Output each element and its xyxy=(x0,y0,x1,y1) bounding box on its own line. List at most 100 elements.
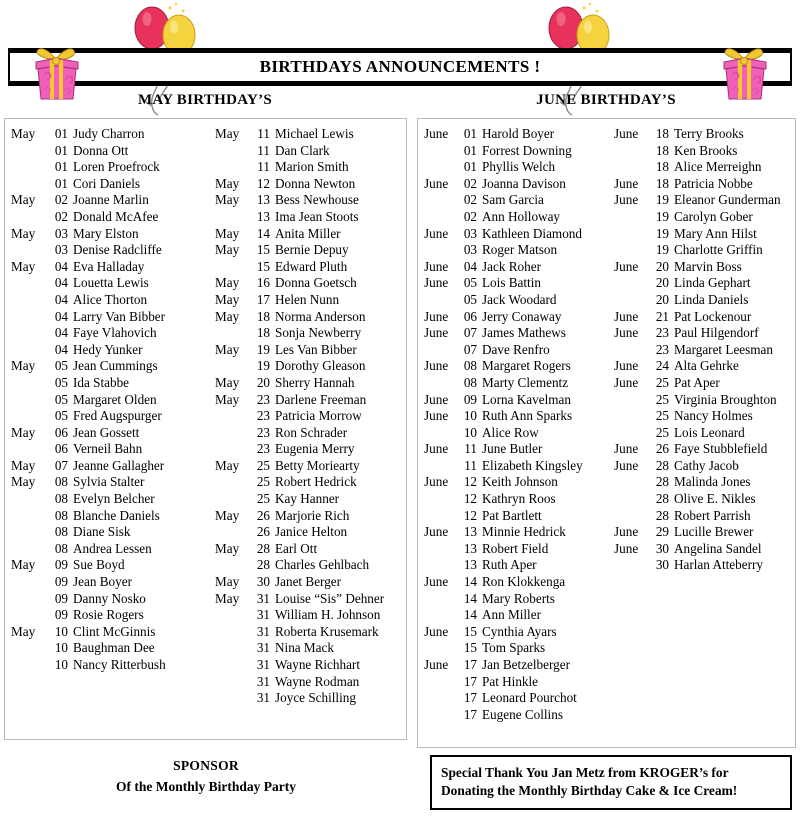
birthday-entry: June 02 Joanna Davison xyxy=(418,176,610,193)
entry-person-name: Jeanne Gallagher xyxy=(73,457,165,473)
sponsor-block: SPONSOR Of the Monthly Birthday Party xyxy=(30,758,382,795)
entry-day: 11 xyxy=(464,441,477,457)
birthday-entry: 18 Alice Merreighn xyxy=(610,159,795,176)
entry-day: 29 xyxy=(655,524,669,540)
entry-day: 11 xyxy=(257,126,270,141)
entry-person-name: June Butler xyxy=(482,441,543,457)
entry-month: May xyxy=(215,308,240,324)
entry-person-name: Dave Renfro xyxy=(482,341,550,357)
entry-person-name: Mary Roberts xyxy=(482,590,555,606)
birthday-entry: 04 Louetta Lewis xyxy=(5,275,207,292)
birthday-entry: 30 Harlan Atteberry xyxy=(610,557,795,574)
entry-day: 10 xyxy=(54,640,68,656)
entry-day: 04 xyxy=(54,291,68,307)
may-column-2: May 11 Michael Lewis 11 Dan Clark 11 Marion Sm… xyxy=(207,126,406,707)
birthday-entry: May 16 Donna Goetsch xyxy=(207,275,406,292)
entry-month: May xyxy=(11,623,36,639)
birthday-entry: May 15 Bernie Depuy xyxy=(207,242,406,259)
entry-day: 31 xyxy=(256,590,270,606)
birthday-entry: 12 Kathryn Roos xyxy=(418,491,610,508)
page-header: BIRTHDAYS ANNOUNCEMENTS ! xyxy=(0,0,800,118)
entry-person-name: James Mathews xyxy=(482,325,566,341)
entry-day: 31 xyxy=(256,657,270,672)
entry-person-name: Eugene Collins xyxy=(482,706,563,722)
birthday-entry: May 30 Janet Berger xyxy=(207,574,406,591)
birthday-entry: 31 Wayne Rodman xyxy=(207,674,406,691)
entry-person-name: Betty Moriearty xyxy=(275,457,360,473)
birthday-entry: 05 Jack Woodard xyxy=(418,292,610,309)
entry-month: June xyxy=(614,441,639,457)
birthday-entry: May 11 Michael Lewis xyxy=(207,126,406,143)
entry-month: May xyxy=(215,291,240,307)
entry-person-name: Louise “Sis” Dehner xyxy=(275,590,385,606)
entry-day: 10 xyxy=(463,408,477,424)
entry-person-name: Jean Gossett xyxy=(73,424,140,440)
entry-month: May xyxy=(11,457,36,473)
entry-person-name: Carolyn Gober xyxy=(674,208,753,224)
entry-month: June xyxy=(424,126,449,141)
entry-month: June xyxy=(424,408,449,424)
entry-day: 05 xyxy=(54,391,68,407)
birthday-entry: 28 Olive E. Nikles xyxy=(610,491,795,508)
entry-day: 25 xyxy=(655,424,669,440)
entry-day: 10 xyxy=(54,657,68,672)
entry-month: May xyxy=(11,358,36,374)
birthday-entry: May 07 Jeanne Gallagher xyxy=(5,458,207,475)
entry-day: 30 xyxy=(256,574,270,590)
entry-day: 20 xyxy=(655,291,669,307)
birthday-entry: June 06 Jerry Conaway xyxy=(418,309,610,326)
birthday-entry: June 09 Lorna Kavelman xyxy=(418,392,610,409)
entry-day: 04 xyxy=(54,325,68,341)
entry-person-name: Jan Betzelberger xyxy=(482,657,570,672)
entry-person-name: William H. Johnson xyxy=(275,607,381,623)
entry-person-name: Ida Stabbe xyxy=(73,374,130,390)
entry-month: June xyxy=(614,308,639,324)
entry-day: 08 xyxy=(54,540,68,556)
entry-person-name: Clint McGinnis xyxy=(73,623,156,639)
entry-month: June xyxy=(614,175,639,191)
entry-person-name: Nina Mack xyxy=(275,640,334,656)
entry-person-name: Marvin Boss xyxy=(674,258,742,274)
birthday-entry: 04 Faye Vlahovich xyxy=(5,325,207,342)
entry-person-name: Mary Ann Hilst xyxy=(674,225,757,241)
entry-day: 02 xyxy=(54,192,68,208)
entry-day: 25 xyxy=(655,391,669,407)
entry-day: 15 xyxy=(463,623,477,639)
entry-person-name: Kathryn Roos xyxy=(482,491,556,507)
entry-person-name: Loren Proefrock xyxy=(73,159,160,175)
birthday-entry: June 29 Lucille Brewer xyxy=(610,524,795,541)
entry-person-name: Marion Smith xyxy=(275,159,349,175)
birthday-entry: May 01 Judy Charron xyxy=(5,126,207,143)
entry-day: 19 xyxy=(655,225,669,241)
birthday-entry: June 30 Angelina Sandel xyxy=(610,540,795,558)
birthday-entry: 04 Larry Van Bibber xyxy=(5,309,207,326)
entry-day: 04 xyxy=(54,275,68,291)
birthday-entry: May 18 Norma Anderson xyxy=(207,308,406,326)
entry-day: 19 xyxy=(256,341,270,357)
birthday-entry: June 28 Cathy Jacob xyxy=(610,458,795,475)
entry-day: 20 xyxy=(256,374,270,390)
birthday-entry: 10 Alice Row xyxy=(418,425,610,442)
birthday-entry: 25 Virginia Broughton xyxy=(610,391,795,409)
birthday-entry: 01 Cori Daniels xyxy=(5,176,207,193)
birthday-entry: 14 Mary Roberts xyxy=(418,591,610,608)
entry-person-name: Angelina Sandel xyxy=(674,540,762,556)
birthday-entry: May 14 Anita Miller xyxy=(207,225,406,243)
entry-person-name: Norma Anderson xyxy=(275,308,366,324)
birthday-entry: 18 Sonja Newberry xyxy=(207,325,406,342)
birthday-entry: 04 Alice Thorton xyxy=(5,292,207,309)
entry-day: 25 xyxy=(655,374,669,390)
entry-day: 06 xyxy=(54,441,68,457)
birthday-entry: June 17 Jan Betzelberger xyxy=(418,657,610,674)
entry-person-name: Virginia Broughton xyxy=(674,391,777,407)
entry-month: May xyxy=(215,225,240,241)
birthday-entry: 10 Nancy Ritterbush xyxy=(5,657,207,674)
entry-month: June xyxy=(424,325,449,341)
entry-day: 02 xyxy=(54,208,68,224)
entry-day: 19 xyxy=(655,242,669,258)
birthday-entry: June 15 Cynthia Ayars xyxy=(418,624,610,641)
entry-person-name: Phyllis Welch xyxy=(482,159,556,175)
birthday-entry: 05 Ida Stabbe xyxy=(5,375,207,392)
birthday-entry: 08 Andrea Lessen xyxy=(5,541,207,558)
entry-day: 09 xyxy=(54,607,68,623)
